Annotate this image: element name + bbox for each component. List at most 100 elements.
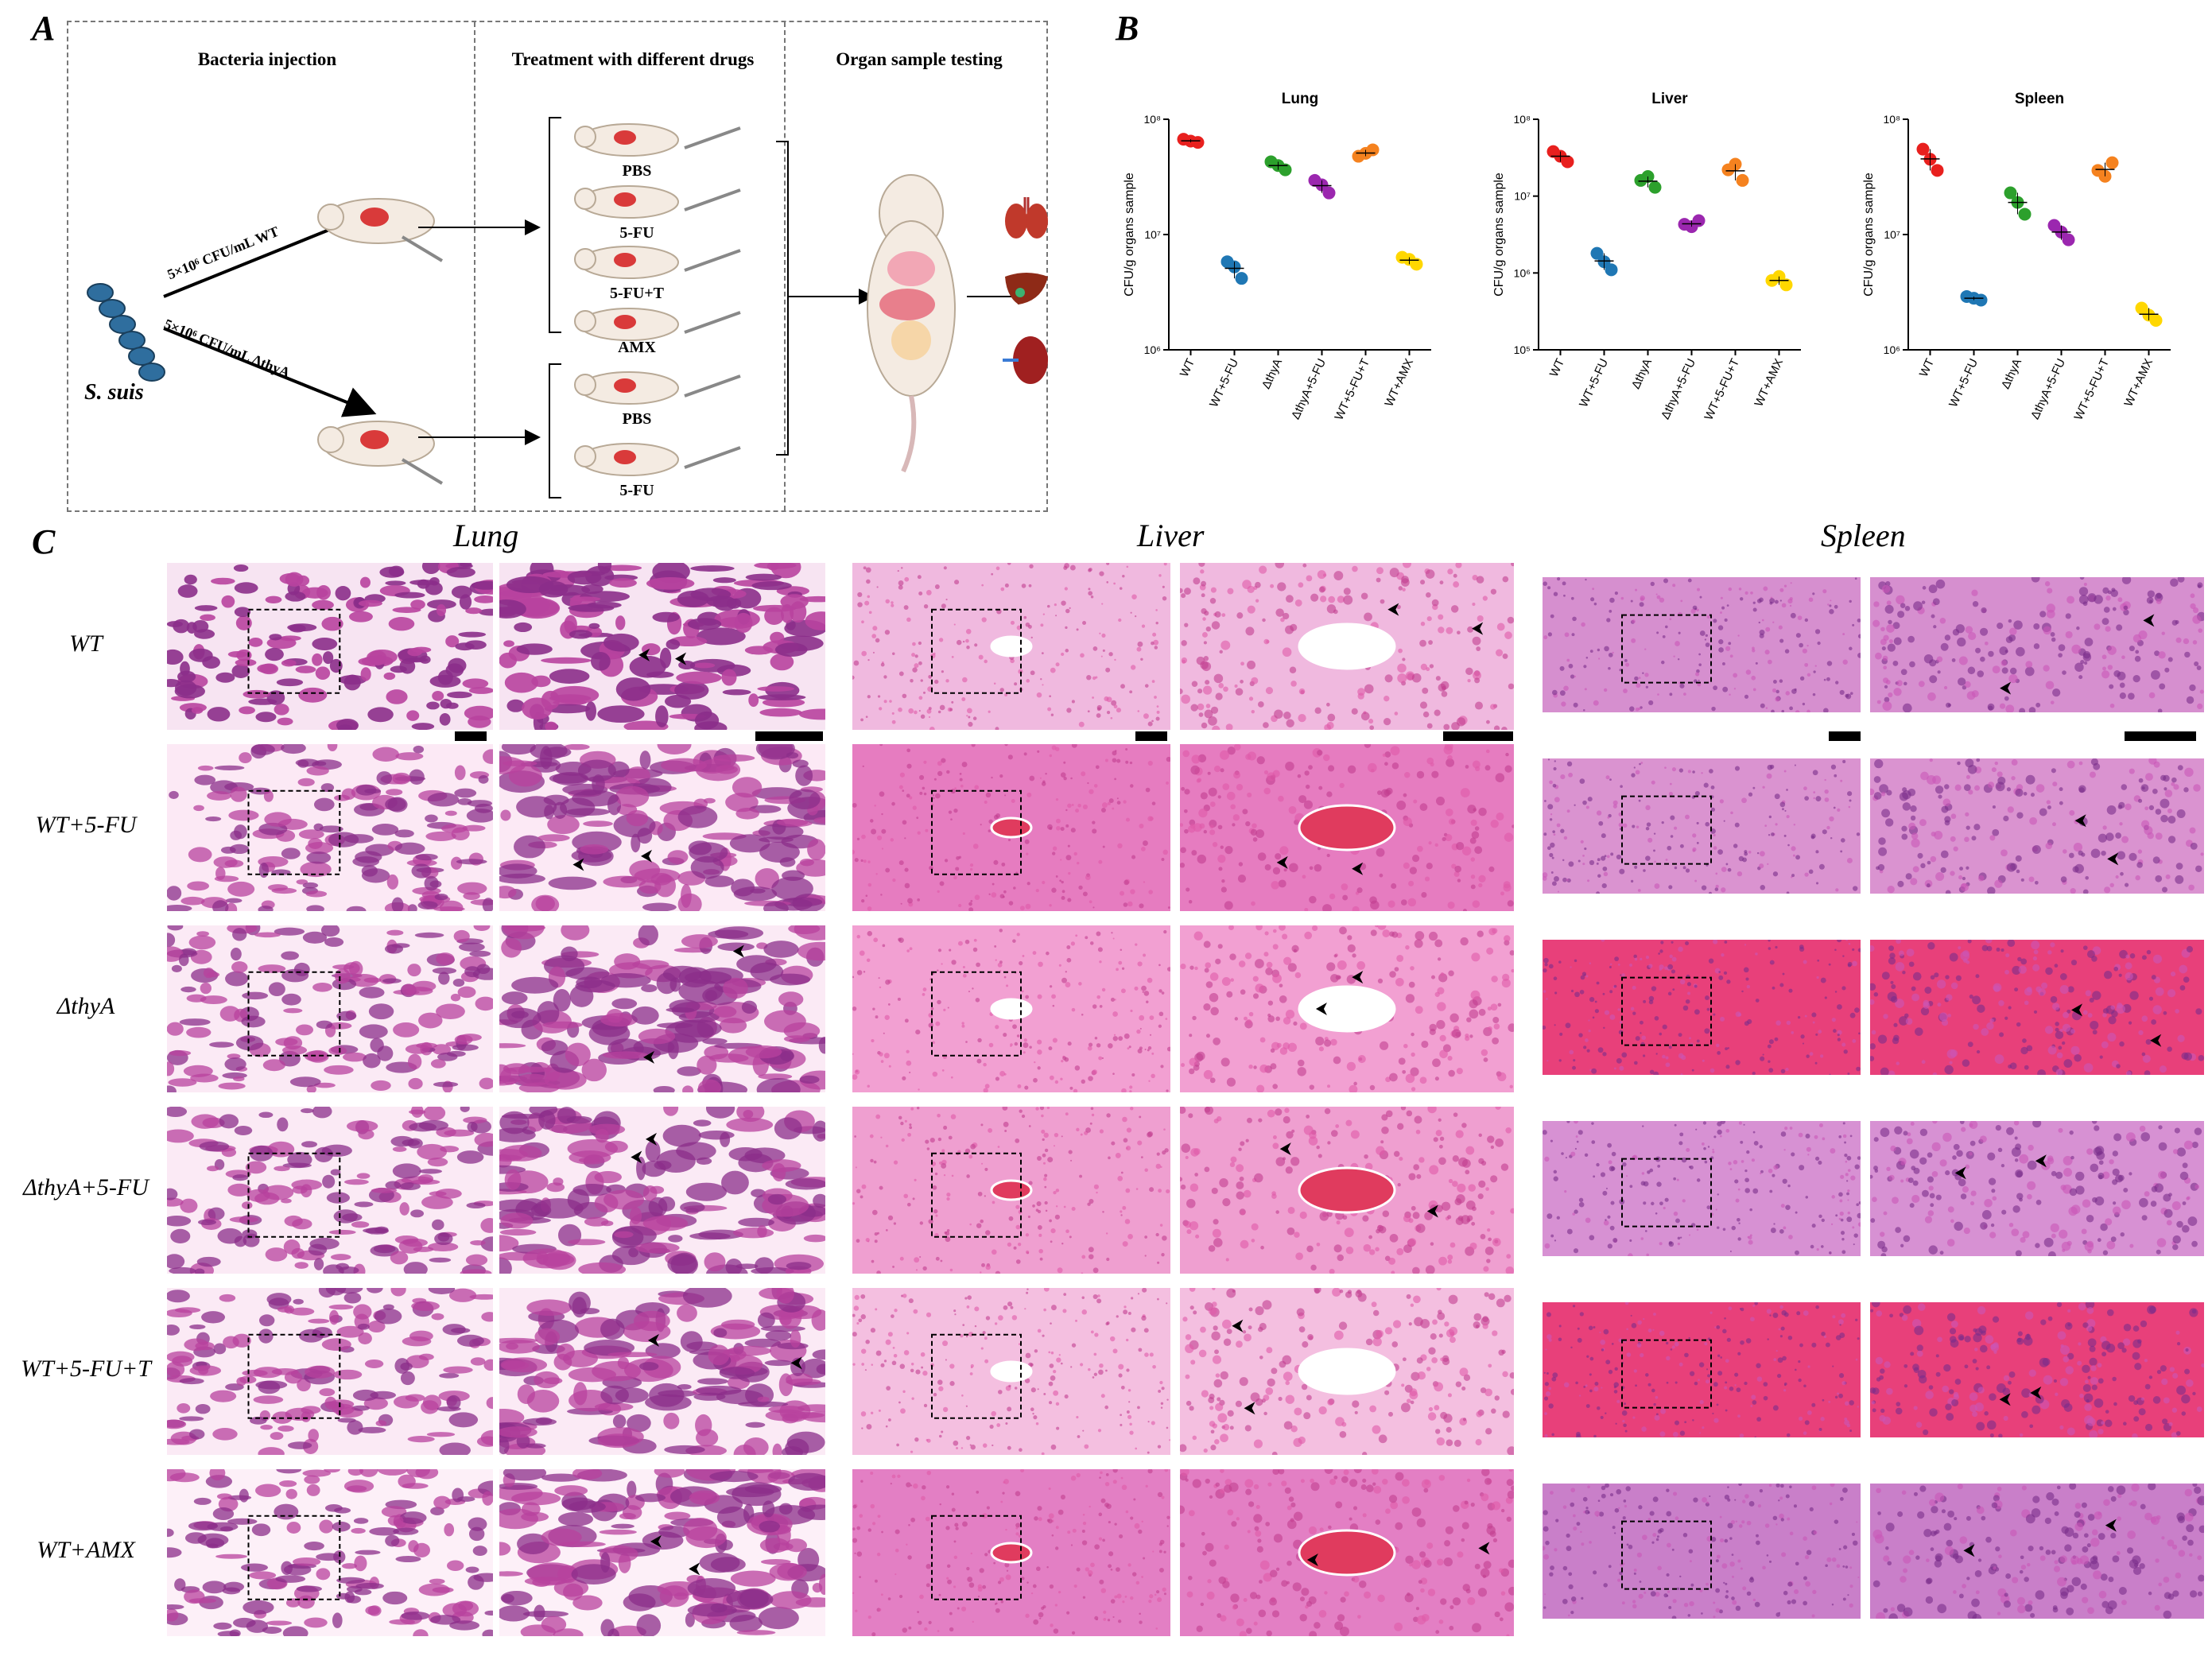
tissue-texture xyxy=(1180,1107,1514,1274)
zoom-region-box xyxy=(931,789,1022,875)
y-axis-label: CFU/g organs sample xyxy=(1492,173,1506,297)
mouse-wt-icon xyxy=(317,198,444,262)
mouse-pbs-icon xyxy=(574,123,741,157)
tissue-texture xyxy=(1872,1484,2204,1619)
histology-overview-lung xyxy=(167,1288,493,1455)
lesion-arrow-icon xyxy=(2071,1003,2083,1017)
row-label: ΔthyA+5-FU xyxy=(23,1174,149,1200)
histology-overview-spleen xyxy=(1543,1121,1861,1256)
histology-overview-liver xyxy=(852,1107,1170,1274)
scale-bar-spleen-zoom xyxy=(2125,731,2196,741)
spleen-icon xyxy=(1003,336,1048,384)
y-tick-label: 10⁵ xyxy=(1514,343,1531,356)
tissue-texture xyxy=(167,1469,493,1636)
lesion-arrow-icon xyxy=(2000,681,2012,695)
histology-zoom-liver xyxy=(1180,1469,1514,1636)
data-point xyxy=(1931,164,1944,177)
lesion-arrow-icon xyxy=(1963,1544,1975,1557)
scale-bar-liver-overview xyxy=(1135,731,1167,741)
lesion-arrow-icon xyxy=(790,1356,802,1370)
lesion-arrow-icon xyxy=(2030,1387,2042,1400)
tissue-texture xyxy=(1180,563,1514,730)
tissue-texture xyxy=(167,925,493,1092)
lung-icon xyxy=(1005,197,1048,239)
dissected-mouse-icon xyxy=(867,174,956,473)
tissue-texture xyxy=(852,1288,1170,1455)
data-point xyxy=(1590,246,1604,260)
lesion-arrow-icon xyxy=(732,944,744,958)
lesion-arrow-icon xyxy=(2107,852,2119,866)
zoom-region-box xyxy=(931,1152,1022,1238)
zoom-region-box xyxy=(1621,795,1712,865)
histology-overview-lung xyxy=(167,925,493,1092)
tissue-texture xyxy=(1870,940,2204,1075)
lesion-arrow-icon xyxy=(1352,862,1364,875)
y-axis-label: CFU/g organs sample xyxy=(1862,173,1876,297)
lesion-arrow-icon xyxy=(1276,855,1288,869)
zoom-region-box xyxy=(1621,976,1712,1046)
lesion-arrow-icon xyxy=(572,858,584,871)
row-label: WT xyxy=(69,630,103,657)
tissue-texture xyxy=(852,929,1170,1092)
tissue-texture xyxy=(499,1107,825,1274)
histology-zoom-lung xyxy=(499,925,825,1092)
row-label: ΔthyA xyxy=(56,993,115,1019)
scale-bar-spleen-overview xyxy=(1829,731,1861,741)
zoom-region-box xyxy=(931,1515,1022,1600)
drug-label-mut-5fu: 5-FU xyxy=(619,482,654,499)
x-tick-label: WT+AMX xyxy=(1382,357,1416,409)
mouse-mut-5fu-icon xyxy=(574,443,741,476)
x-tick-label: WT+5-FU+T xyxy=(1702,357,1742,423)
drug-label-wt-pbs: PBS xyxy=(622,162,652,180)
data-point xyxy=(2105,156,2119,169)
chart-title: Lung xyxy=(1282,91,1318,107)
x-tick-label: ΔthyA xyxy=(1629,357,1655,391)
lesion-arrow-icon xyxy=(1999,1393,2011,1406)
histology-overview-spleen xyxy=(1543,940,1861,1075)
tissue-texture xyxy=(167,1288,493,1455)
histology-overview-liver xyxy=(852,925,1170,1092)
y-tick-label: 10⁶ xyxy=(1884,343,1900,356)
organ-title-lung: Lung xyxy=(453,518,519,553)
panel-b-charts: Lung 10⁶ 10⁷ 10⁸ CFU/g organs sample WT WT+5-F… xyxy=(1097,87,2210,485)
row-label: WT+5-FU+T xyxy=(21,1356,151,1382)
scale-bar-liver-zoom xyxy=(1443,731,1513,741)
flow-arrows xyxy=(418,117,1034,498)
histology-overview-spleen xyxy=(1543,577,1861,712)
zoom-region-box xyxy=(1621,1520,1712,1590)
histology-zoom-spleen xyxy=(1870,1484,2204,1619)
lesion-arrow-icon xyxy=(1244,1402,1255,1415)
tissue-texture xyxy=(1180,1469,1514,1636)
data-point xyxy=(1235,272,1248,285)
row-label: WT+5-FU xyxy=(35,812,137,838)
liver-icon xyxy=(1005,273,1048,304)
lesion-arrow-icon xyxy=(2074,814,2086,828)
lesion-arrow-icon xyxy=(647,1333,659,1347)
tissue-texture xyxy=(499,563,825,730)
x-tick-label: WT+5-FU xyxy=(1946,357,1981,409)
row-label: WT+AMX xyxy=(37,1537,135,1563)
lesion-arrow-icon xyxy=(1279,1142,1291,1156)
lesion-arrow-icon xyxy=(1232,1319,1244,1332)
histology-overview-lung xyxy=(167,563,493,730)
histology-zoom-liver xyxy=(1180,744,1514,911)
histology-zoom-spleen xyxy=(1870,1302,2204,1437)
section-title-bacteria: Bacteria injection xyxy=(197,49,337,69)
y-tick-label: 10⁶ xyxy=(1514,266,1531,279)
histology-zoom-spleen xyxy=(1870,577,2204,712)
y-tick-label: 10⁷ xyxy=(1514,190,1531,203)
x-tick-label: ΔthyA xyxy=(1999,357,2024,391)
x-tick-label: WT+5-FU xyxy=(1577,357,1611,409)
tissue-texture xyxy=(1543,577,1861,712)
lesion-arrow-icon xyxy=(1306,1553,1318,1567)
zoom-region-box xyxy=(931,608,1022,694)
mouse-amx-icon xyxy=(574,308,741,341)
tissue-texture xyxy=(1543,758,1861,894)
tissue-texture xyxy=(1870,758,2204,894)
tissue-texture xyxy=(167,563,493,730)
histology-overview-liver xyxy=(852,744,1170,911)
tissue-texture xyxy=(1870,1302,2204,1437)
tissue-texture xyxy=(167,1107,493,1274)
data-point xyxy=(1736,173,1749,187)
histology-zoom-lung xyxy=(499,1288,825,1455)
